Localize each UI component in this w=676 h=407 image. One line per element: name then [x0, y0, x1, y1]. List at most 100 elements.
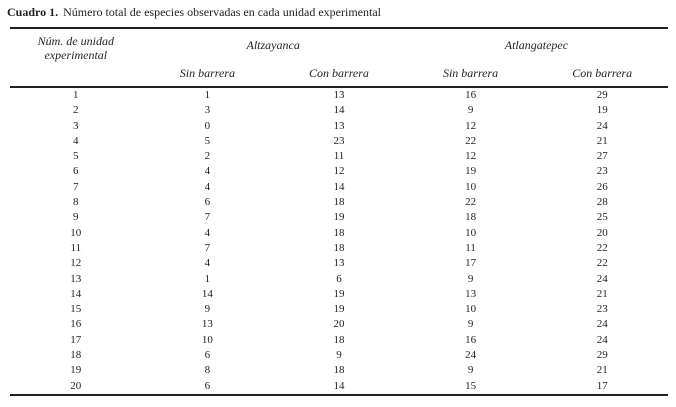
unit-number-cell: 13 [70, 272, 82, 285]
species-count-cell: 12 [465, 119, 477, 132]
table-row: 17 10 18 16 24 [10, 333, 668, 348]
species-count-cell: 14 [201, 287, 213, 300]
table-row: 3 0 13 12 24 [10, 119, 668, 134]
unit-number-cell: 8 [73, 196, 79, 209]
caption-label: Cuadro 1. [7, 5, 59, 19]
unit-number-cell: 12 [70, 257, 82, 270]
table-body: 1 1 13 16 29 2 3 14 9 19 3 0 13 12 24 4 5 23 22 21 5 2 11 12 27 6… [10, 87, 668, 395]
species-count-cell: 19 [596, 104, 608, 117]
species-count-cell: 1 [204, 89, 211, 101]
species-count-cell: 10 [465, 226, 477, 239]
unit-number-cell: 5 [73, 150, 79, 163]
species-count-cell: 14 [333, 379, 345, 392]
species-count-cell: 12 [465, 150, 477, 163]
species-count-cell: 21 [596, 134, 608, 147]
species-count-cell: 1 [204, 272, 211, 285]
unit-number-cell: 10 [70, 226, 82, 239]
species-count-cell: 15 [465, 379, 477, 392]
table-row: 2 3 14 9 19 [10, 103, 668, 118]
species-count-cell: 13 [465, 287, 477, 300]
species-count-cell: 25 [596, 211, 608, 224]
species-count-cell: 17 [596, 379, 608, 392]
species-count-cell: 2 [204, 150, 211, 163]
subheader-altzayanca-con-barrera: Con barrera [309, 66, 369, 80]
species-count-cell: 29 [596, 349, 608, 362]
table-header: Núm. de unidad experimental Altzayanca A… [10, 28, 668, 87]
species-count-cell: 6 [204, 196, 211, 209]
species-count-cell: 9 [204, 303, 211, 316]
unit-number-cell: 19 [70, 364, 82, 377]
species-count-cell: 19 [333, 303, 345, 316]
table-row: 1 1 13 16 29 [10, 87, 668, 103]
group-header-altzayanca: Altzayanca [246, 37, 300, 52]
species-count-cell: 24 [596, 272, 608, 285]
species-count-cell: 28 [596, 196, 608, 209]
species-count-cell: 16 [465, 89, 477, 101]
species-count-cell: 18 [333, 364, 345, 377]
table-caption: Cuadro 1. Número total de especies observ… [7, 5, 381, 19]
species-count-cell: 3 [204, 104, 211, 117]
species-count-cell: 13 [333, 257, 345, 270]
table-row: 8 6 18 22 28 [10, 195, 668, 210]
species-count-cell: 6 [336, 272, 342, 285]
species-count-cell: 6 [204, 349, 211, 362]
unit-number-cell: 16 [70, 318, 82, 331]
species-count-cell: 17 [465, 257, 477, 270]
table-row: 5 2 11 12 27 [10, 149, 668, 164]
species-count-cell: 18 [333, 196, 345, 209]
species-count-cell: 9 [336, 349, 342, 362]
species-count-cell: 4 [204, 180, 211, 193]
table-row: 14 14 19 13 21 [10, 287, 668, 302]
species-count-cell: 18 [333, 226, 345, 239]
species-count-cell: 10 [201, 333, 213, 346]
species-table: Núm. de unidad experimental Altzayanca A… [10, 27, 668, 396]
species-count-cell: 7 [204, 211, 211, 224]
unit-number-cell: 2 [73, 104, 79, 117]
species-count-cell: 12 [333, 165, 345, 178]
species-count-cell: 13 [333, 119, 345, 132]
unit-number-cell: 20 [70, 379, 82, 392]
species-count-cell: 13 [333, 89, 345, 101]
table-row: 19 8 18 9 21 [10, 363, 668, 378]
caption-text: Número total de especies observadas en c… [63, 5, 381, 19]
unit-number-cell: 6 [73, 165, 79, 178]
species-count-cell: 10 [465, 303, 477, 316]
table-row: 6 4 12 19 23 [10, 164, 668, 179]
species-count-cell: 24 [465, 349, 477, 362]
species-count-cell: 19 [333, 211, 345, 224]
species-count-cell: 16 [465, 333, 477, 346]
table-row: 15 9 19 10 23 [10, 302, 668, 317]
table-row: 20 6 14 15 17 [10, 379, 668, 395]
column-header-unit-line1: Núm. de unidad [37, 34, 114, 48]
species-count-cell: 22 [465, 196, 477, 209]
subheader-altzayanca-sin-barrera: Sin barrera [179, 66, 235, 80]
species-count-cell: 19 [465, 165, 477, 178]
species-count-cell: 4 [204, 165, 211, 178]
species-count-cell: 27 [596, 150, 608, 163]
species-count-cell: 21 [596, 287, 608, 300]
species-count-cell: 10 [465, 180, 477, 193]
species-count-cell: 20 [333, 318, 345, 331]
table-row: 18 6 9 24 29 [10, 348, 668, 363]
table-row: 10 4 18 10 20 [10, 226, 668, 241]
species-count-cell: 23 [596, 165, 608, 178]
species-count-cell: 21 [596, 364, 608, 377]
species-count-cell: 6 [204, 379, 211, 392]
column-header-unit-line2: experimental [44, 48, 108, 62]
species-count-cell: 14 [333, 180, 345, 193]
subheader-atlangatepec-sin-barrera: Sin barrera [442, 66, 499, 80]
column-header-unit: Núm. de unidad experimental [10, 28, 142, 87]
unit-number-cell: 1 [73, 89, 79, 101]
unit-number-cell: 14 [70, 287, 82, 300]
subheader-row: Sin barrera Con barrera Sin barrera Con … [10, 61, 668, 87]
unit-number-cell: 3 [73, 119, 79, 132]
species-count-cell: 19 [333, 287, 345, 300]
species-count-cell: 18 [465, 211, 477, 224]
species-count-cell: 11 [333, 150, 345, 163]
species-count-cell: 24 [596, 318, 608, 331]
species-count-cell: 9 [467, 272, 474, 285]
species-count-cell: 26 [596, 180, 608, 193]
species-count-cell: 23 [333, 134, 345, 147]
table-row: 16 13 20 9 24 [10, 317, 668, 332]
